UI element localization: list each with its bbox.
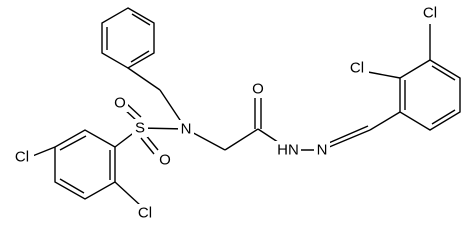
atom-label: Cl [350,60,364,77]
atom-label: O [114,95,126,112]
atom-label: HN [277,142,299,159]
atom-label: O [252,81,264,98]
atom-label: Cl [423,5,437,22]
bonds [29,7,461,206]
molecule: Cl Cl S O O N O HN N Cl Cl [10,4,461,222]
atom-label: Cl [15,149,29,166]
atom-label: N [317,142,328,159]
atom-labels: Cl Cl S O O N O HN N Cl Cl [10,4,442,222]
atom-label: Cl [138,205,152,222]
atom-label: N [181,121,192,138]
atom-label: S [135,120,145,137]
atom-label: O [159,152,171,169]
page: {"atoms": [ {"label": "Cl"}, {"label": "… [10,4,461,222]
